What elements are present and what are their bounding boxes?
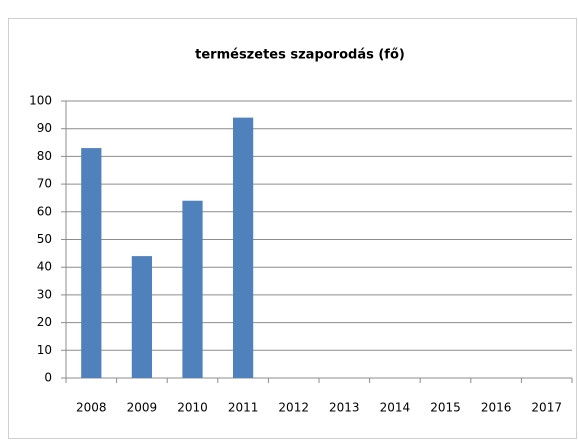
bar [81, 148, 102, 378]
x-tick-label: 2013 [329, 401, 360, 415]
y-tick-label: 0 [44, 371, 52, 385]
x-tick-label: 2012 [278, 401, 309, 415]
y-tick-label: 10 [37, 343, 52, 357]
y-tick-label: 70 [37, 177, 52, 191]
x-tick-label: 2011 [228, 401, 259, 415]
x-tick-label: 2017 [531, 401, 562, 415]
y-tick-label: 60 [37, 204, 52, 218]
x-tick-label: 2009 [127, 401, 158, 415]
y-tick-label: 30 [37, 287, 52, 301]
y-tick-label: 50 [37, 232, 52, 246]
chart-title: természetes szaporodás (fő) [195, 48, 405, 63]
x-tick-label: 2008 [76, 401, 107, 415]
x-tick-label: 2014 [380, 401, 411, 415]
x-tick-label: 2015 [430, 401, 461, 415]
y-tick-label: 40 [37, 260, 52, 274]
y-tick-label: 100 [29, 94, 52, 108]
chart-border [8, 18, 577, 439]
bar [182, 200, 203, 378]
x-tick-label: 2016 [481, 401, 512, 415]
bar [232, 117, 254, 379]
bar [131, 256, 153, 378]
y-tick-label: 20 [37, 315, 52, 329]
y-tick-label: 80 [37, 149, 52, 163]
x-tick-label: 2010 [177, 401, 208, 415]
y-tick-label: 90 [37, 121, 52, 135]
